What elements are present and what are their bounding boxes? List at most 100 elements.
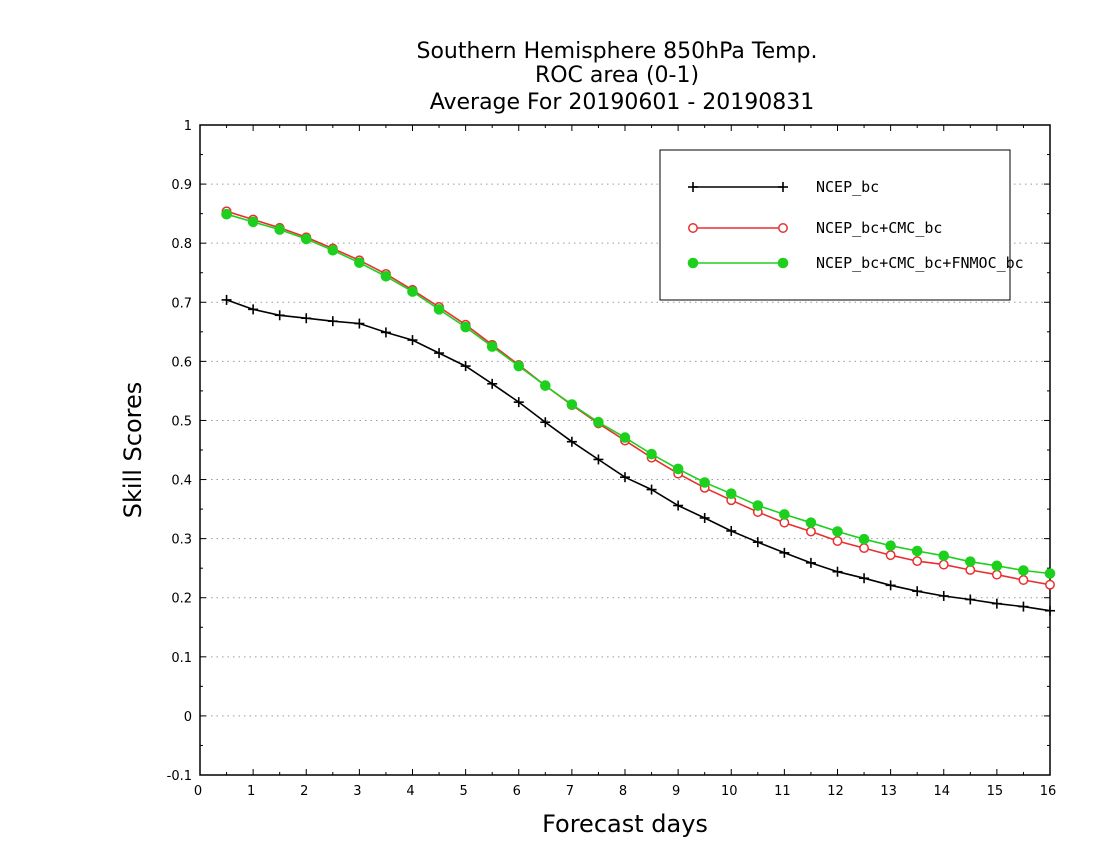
x-tick-label: 13 xyxy=(880,784,897,799)
data-point xyxy=(858,533,870,545)
data-point xyxy=(673,500,684,511)
legend-marker xyxy=(778,182,788,192)
x-tick-label: 6 xyxy=(513,784,521,799)
data-point xyxy=(859,573,870,584)
data-point xyxy=(593,454,604,465)
data-point xyxy=(593,416,604,428)
data-point xyxy=(965,594,976,605)
data-point xyxy=(938,550,950,562)
chart-title: Southern Hemisphere 850hPa Temp. ROC are… xyxy=(417,39,818,115)
data-point xyxy=(380,270,392,282)
data-point xyxy=(566,399,578,410)
y-tick-label: 0.3 xyxy=(171,533,192,548)
data-point xyxy=(672,463,684,475)
data-point xyxy=(513,360,525,372)
legend-box xyxy=(659,149,1011,301)
y-tick-label: 0.1 xyxy=(171,651,192,666)
data-point xyxy=(912,586,923,597)
x-tick-label: 16 xyxy=(1040,784,1057,799)
legend-label: NCEP_bc+CMC_bc xyxy=(816,219,942,237)
data-point xyxy=(779,547,790,558)
legend-marker xyxy=(777,257,789,269)
data-point xyxy=(699,512,710,523)
x-tick-label: 0 xyxy=(194,784,202,799)
legend-marker xyxy=(687,257,699,269)
y-tick-label: 0.4 xyxy=(171,474,192,489)
x-tick-label: 11 xyxy=(774,784,791,799)
y-tick-label: 1 xyxy=(184,119,192,134)
data-point xyxy=(885,540,896,552)
y-tick-label: 0.5 xyxy=(171,414,192,429)
data-point xyxy=(646,448,657,460)
data-point xyxy=(566,436,577,447)
x-tick-label: 12 xyxy=(827,784,844,799)
data-point xyxy=(274,310,285,321)
data-point xyxy=(300,233,312,245)
legend-entry: NCEP_bc+CMC_bc xyxy=(688,219,942,237)
data-point xyxy=(938,590,949,601)
data-point xyxy=(779,517,790,528)
chart-title-line-3: Average For 20190601 - 20190831 xyxy=(430,90,815,115)
data-point xyxy=(380,327,391,338)
x-tick-label: 4 xyxy=(406,784,414,799)
data-point xyxy=(699,477,710,488)
x-tick-label: 2 xyxy=(300,784,308,799)
data-point xyxy=(805,517,817,528)
series-ncep-bc-cmc-bc-fnmoc-bc xyxy=(221,208,1056,579)
legend: NCEP_bc NCEP_bc+CMC_bc NCEP_bc+CMC_bc+FNMO… xyxy=(659,149,1024,301)
data-point xyxy=(832,566,843,577)
data-point xyxy=(407,286,418,297)
chart-title-line-1: Southern Hemisphere 850hPa Temp. xyxy=(417,39,818,64)
x-tick-label: 5 xyxy=(459,784,467,799)
data-point xyxy=(885,580,896,591)
data-point xyxy=(486,341,498,352)
data-point xyxy=(327,244,339,256)
data-point xyxy=(619,432,631,443)
data-point xyxy=(327,316,338,327)
data-point xyxy=(1018,565,1029,576)
data-point xyxy=(354,257,365,268)
data-point xyxy=(221,208,232,220)
x-tick-label: 3 xyxy=(353,784,361,799)
data-point xyxy=(274,224,285,235)
data-point xyxy=(832,526,843,537)
data-point xyxy=(407,335,418,346)
y-tick-label: 0.7 xyxy=(171,296,192,311)
y-tick-label: 0.8 xyxy=(171,237,192,252)
data-point xyxy=(433,304,445,315)
x-tick-label: 1 xyxy=(247,784,255,799)
data-point xyxy=(1044,568,1056,579)
data-point xyxy=(725,488,737,500)
data-series xyxy=(221,206,1056,616)
data-point xyxy=(752,500,764,511)
data-point xyxy=(540,417,551,428)
axis-ticks: -0.100.10.20.30.40.50.60.70.80.910 1 2 3 4 5 6… xyxy=(167,119,1057,799)
data-point xyxy=(912,556,923,567)
legend-marker xyxy=(688,223,698,233)
x-tick-label: 7 xyxy=(566,784,574,799)
data-point xyxy=(540,380,551,391)
data-point xyxy=(965,556,976,567)
legend-entry: NCEP_bc xyxy=(688,178,879,196)
data-point xyxy=(1018,575,1029,585)
x-tick-label: 8 xyxy=(619,784,627,799)
y-tick-label: 0.6 xyxy=(171,355,192,370)
data-point xyxy=(726,525,737,536)
data-point xyxy=(752,537,763,548)
legend-entry: NCEP_bc+CMC_bc+FNMOC_bc xyxy=(687,254,1024,272)
legend-marker xyxy=(688,182,698,192)
data-point xyxy=(938,559,949,570)
legend-label: NCEP_bc+CMC_bc+FNMOC_bc xyxy=(816,254,1024,272)
data-point xyxy=(965,565,976,575)
data-point xyxy=(247,216,259,228)
data-point xyxy=(646,484,657,495)
data-point xyxy=(885,550,896,561)
data-point xyxy=(779,509,790,520)
x-tick-label: 14 xyxy=(933,784,950,799)
y-tick-label: -0.1 xyxy=(167,769,192,784)
legend-label: NCEP_bc xyxy=(816,178,879,196)
y-tick-label: 0 xyxy=(184,710,192,725)
legend-marker xyxy=(778,223,788,233)
y-axis-label: Skill Scores xyxy=(119,382,147,519)
